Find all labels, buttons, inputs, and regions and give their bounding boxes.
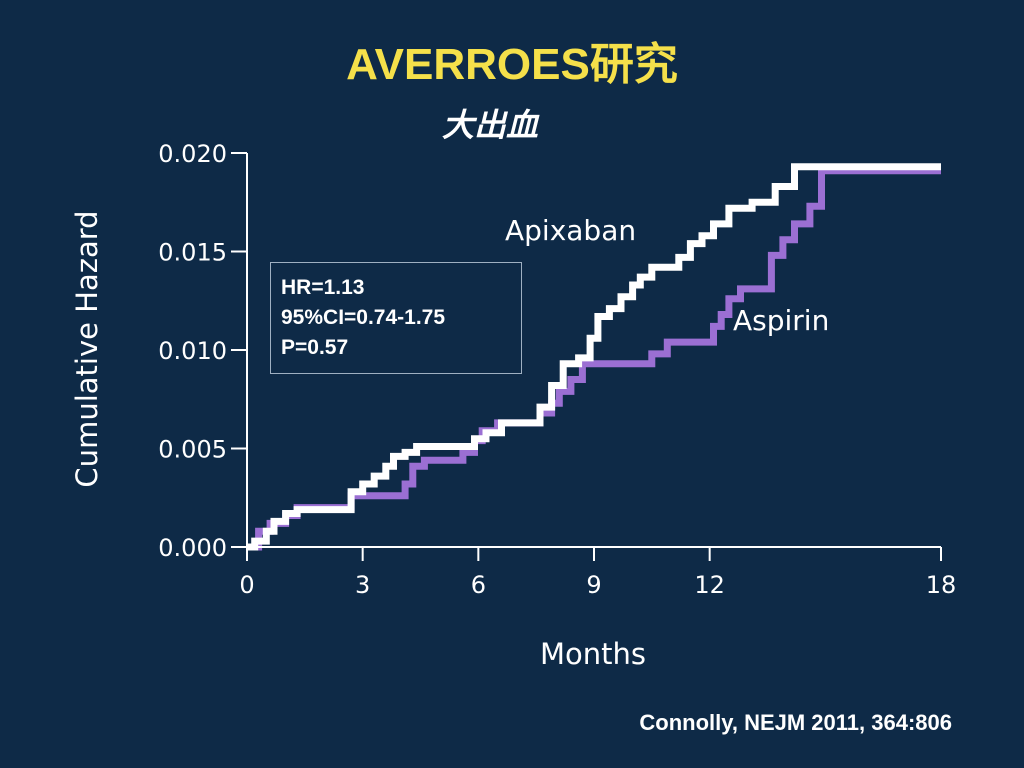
y-tick-label: 0.015 bbox=[158, 239, 227, 267]
x-tick-label: 18 bbox=[926, 571, 957, 599]
series-layer bbox=[247, 163, 941, 551]
stats-box: HR=1.13 95%CI=0.74-1.75 P=0.57 bbox=[270, 262, 522, 374]
y-tick-label: 0.005 bbox=[158, 436, 227, 464]
p-value-text: P=0.57 bbox=[281, 336, 349, 359]
aspirin-series-label: Aspirin bbox=[733, 304, 829, 337]
slide-title: AVERROES研究 bbox=[346, 40, 678, 89]
x-tick-label: 9 bbox=[586, 571, 601, 599]
apixaban-series-line bbox=[247, 163, 941, 551]
slide-subtitle: 大出血 bbox=[442, 106, 539, 144]
hazard-ratio-text: HR=1.13 bbox=[281, 276, 365, 299]
apixaban-series-label: Apixaban bbox=[505, 214, 636, 247]
y-tick-label: 0.020 bbox=[158, 140, 227, 168]
x-tick-label: 3 bbox=[355, 571, 370, 599]
x-axis-title: Months bbox=[540, 637, 646, 671]
ticks-layer: 0.000 0.005 0.010 0.015 0.020 0 3 6 9 12 18 bbox=[158, 140, 956, 599]
confidence-interval-text: 95%CI=0.74-1.75 bbox=[281, 306, 446, 329]
x-tick-label: 12 bbox=[694, 571, 725, 599]
y-tick-label: 0.010 bbox=[158, 337, 227, 365]
y-axis-title: Cumulative Hazard bbox=[70, 210, 104, 487]
x-tick-label: 0 bbox=[239, 571, 254, 599]
y-tick-label: 0.000 bbox=[158, 534, 227, 562]
citation: Connolly, NEJM 2011, 364:806 bbox=[639, 710, 952, 735]
x-tick-label: 6 bbox=[471, 571, 486, 599]
